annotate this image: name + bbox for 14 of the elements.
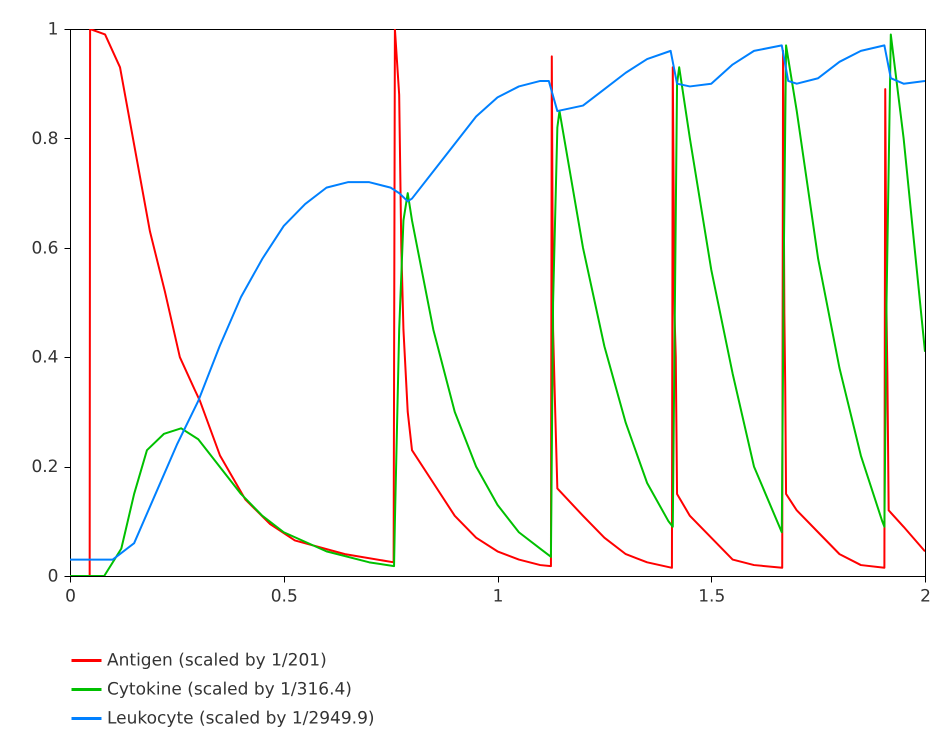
y-tick-label: 0.6 <box>31 238 58 258</box>
legend-label: Leukocyte (scaled by 1/2949.9) <box>107 708 375 728</box>
y-tick-label: 0.4 <box>31 348 58 368</box>
x-tick-label: 1 <box>492 586 504 606</box>
y-tick-label: 0.8 <box>31 128 58 149</box>
y-tick-label: 0 <box>48 566 58 586</box>
legend-label: Cytokine (scaled by 1/316.4) <box>107 680 352 700</box>
x-tick-label: 1.5 <box>698 586 726 606</box>
x-tick-label: 0.5 <box>270 586 298 606</box>
x-tick-label: 0 <box>65 586 76 606</box>
y-tick-label: 1 <box>48 20 58 40</box>
legend-label: Antigen (scaled by 1/201) <box>107 650 327 670</box>
y-tick-label: 0.2 <box>31 457 58 478</box>
x-tick-label: 2 <box>920 586 931 606</box>
